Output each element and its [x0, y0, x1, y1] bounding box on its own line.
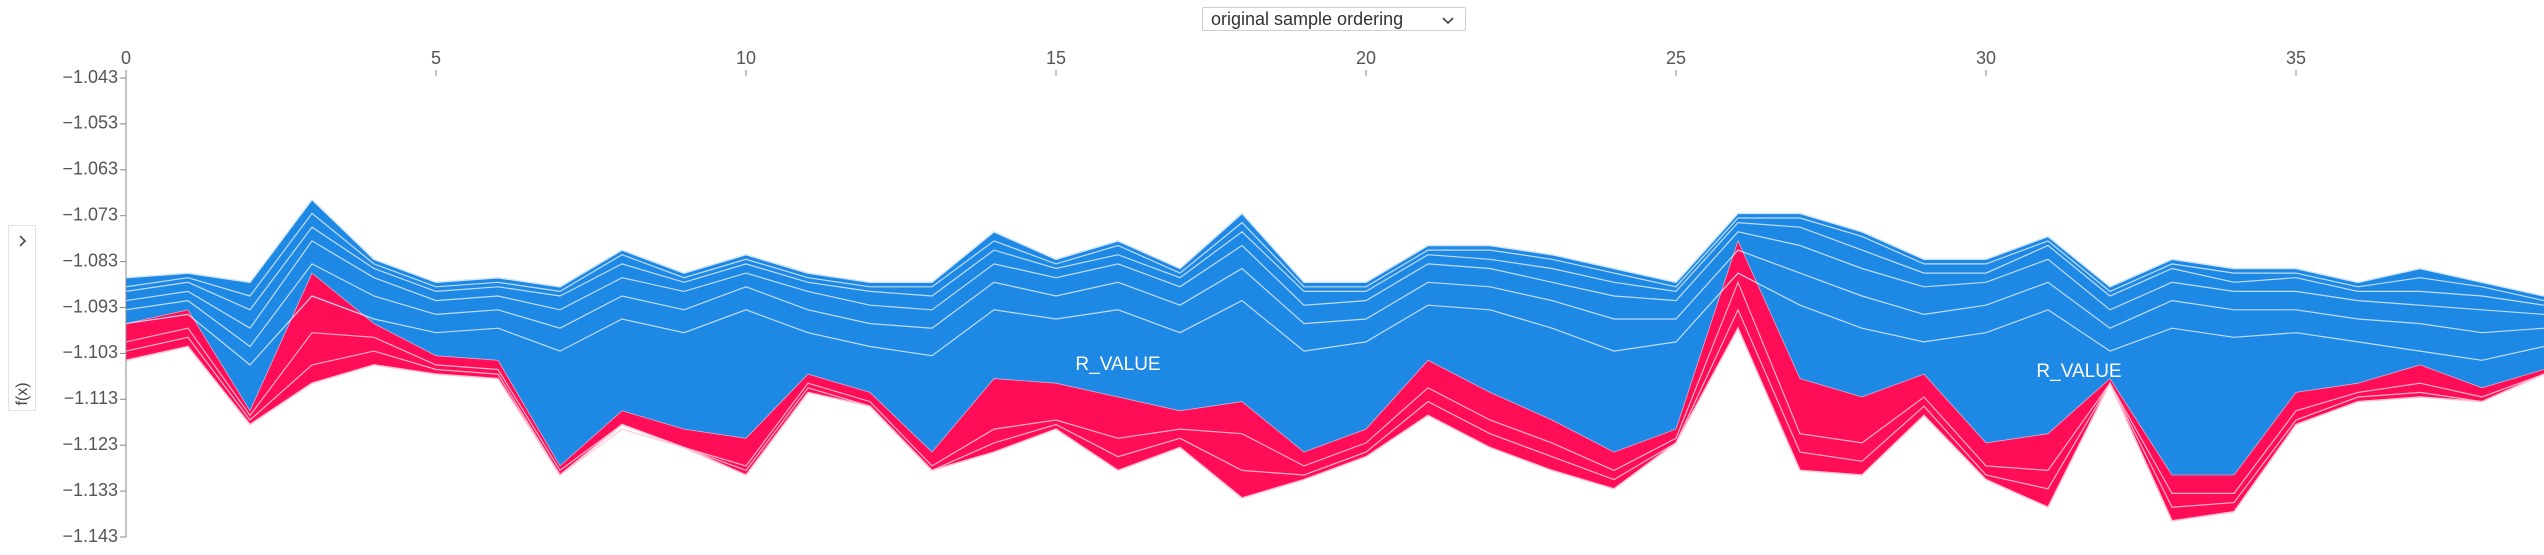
- y-tick-label: −1.133: [62, 480, 118, 500]
- negative-feature-boundary-1: [125, 212, 2544, 302]
- y-tick-label: −1.083: [62, 250, 118, 270]
- positive-feature-boundary-2: [125, 308, 2544, 508]
- negative-feature-boundary-5: [125, 272, 2544, 366]
- x-tick-label: 35: [2286, 48, 2306, 68]
- y-tick-label: −1.053: [62, 113, 118, 133]
- x-tick-label: 15: [1046, 48, 1066, 68]
- x-tick-label: 30: [1976, 48, 1996, 68]
- ordering-select-value: original sample ordering: [1211, 9, 1404, 29]
- y-tick-label: −1.043: [62, 67, 118, 87]
- feature-label-2: R_VALUE: [2036, 361, 2121, 382]
- negative-feature-boundary-2: [125, 221, 2544, 311]
- negative-feature-boundary-3: [125, 231, 2544, 329]
- chevron-down-icon: [1441, 11, 1455, 33]
- y-tick-label: −1.103: [62, 342, 118, 362]
- upper-boundary-line: [125, 198, 2544, 297]
- chevron-right-icon: [19, 235, 27, 247]
- y-tick-label: −1.093: [62, 296, 118, 316]
- y-tick-label: −1.073: [62, 204, 118, 224]
- positive-effect-area: [126, 240, 2544, 521]
- y-tick-label: −1.063: [62, 159, 118, 179]
- side-panel-toggle-button[interactable]: [9, 226, 37, 256]
- negative-feature-boundary-4: [125, 249, 2544, 348]
- y-tick-label: −1.123: [62, 434, 118, 454]
- x-tick-label: 0: [121, 48, 131, 68]
- positive-feature-boundary-1: [125, 280, 2544, 494]
- feature-label-1: R_VALUE: [1075, 354, 1160, 375]
- x-tick-label: 5: [431, 48, 441, 68]
- x-tick-label: 10: [736, 48, 756, 68]
- side-panel: f(x): [8, 225, 36, 411]
- y-tick-label: −1.113: [64, 388, 118, 408]
- ordering-select[interactable]: original sample ordering: [1202, 7, 1466, 31]
- lower-boundary-line: [125, 326, 2544, 522]
- negative-effect-area: [126, 199, 2544, 475]
- y-tick-label: −1.143: [62, 526, 118, 546]
- fx-line: [125, 239, 2544, 476]
- x-tick-label: 20: [1356, 48, 1376, 68]
- x-tick-label: 25: [1666, 48, 1686, 68]
